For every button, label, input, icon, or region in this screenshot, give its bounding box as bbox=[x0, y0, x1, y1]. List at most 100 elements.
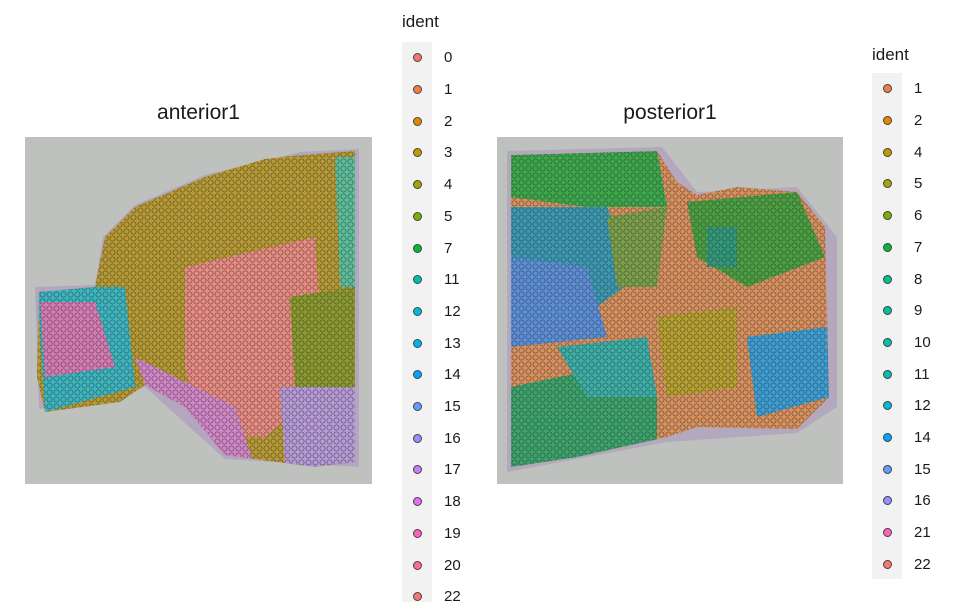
anterior-legend-swatch bbox=[413, 180, 422, 190]
posterior-legend-item: 2 bbox=[872, 105, 952, 137]
posterior-legend-label: 7 bbox=[914, 238, 923, 256]
anterior-legend-item: 17 bbox=[402, 454, 482, 486]
posterior-legend-item: 6 bbox=[872, 200, 952, 232]
anterior-legend-swatch bbox=[413, 306, 422, 316]
anterior-legend-swatch bbox=[413, 275, 422, 285]
anterior-legend-item: 15 bbox=[402, 391, 482, 423]
anterior-legend-label: 3 bbox=[444, 144, 453, 162]
anterior-legend-label: 12 bbox=[444, 302, 461, 320]
anterior-legend-item: 12 bbox=[402, 296, 482, 328]
posterior-legend-label: 4 bbox=[914, 143, 923, 161]
anterior-legend-label: 16 bbox=[444, 429, 461, 447]
posterior-legend-swatch bbox=[883, 433, 892, 443]
posterior-legend-title: ident bbox=[872, 45, 909, 64]
posterior-legend-label: 14 bbox=[914, 429, 931, 447]
anterior-legend-label: 1 bbox=[444, 81, 453, 99]
posterior-legend-swatch bbox=[883, 401, 892, 411]
posterior-legend-label: 1 bbox=[914, 80, 923, 98]
anterior-legend-label: 18 bbox=[444, 493, 461, 511]
anterior-legend-label: 22 bbox=[444, 588, 461, 606]
posterior-legend-label: 15 bbox=[914, 460, 931, 478]
posterior-legend-label: 11 bbox=[914, 365, 930, 383]
posterior-legend-label: 6 bbox=[914, 207, 923, 225]
posterior-legend-item: 12 bbox=[872, 390, 952, 422]
anterior-legend-item: 22 bbox=[402, 581, 482, 613]
anterior-legend-item: 19 bbox=[402, 518, 482, 550]
posterior-legend-swatch bbox=[883, 496, 892, 506]
anterior-legend-item: 5 bbox=[402, 201, 482, 233]
anterior-legend-label: 11 bbox=[444, 271, 460, 289]
posterior-legend-item: 8 bbox=[872, 263, 952, 295]
posterior-legend-swatch bbox=[883, 84, 892, 94]
posterior-legend-item: 21 bbox=[872, 517, 952, 549]
posterior-legend-label: 16 bbox=[914, 492, 931, 510]
posterior-legend-swatch bbox=[883, 179, 892, 189]
posterior-legend-swatch bbox=[883, 147, 892, 157]
anterior-legend-label: 15 bbox=[444, 398, 461, 416]
anterior-legend-swatch bbox=[413, 528, 422, 538]
anterior-legend-item: 18 bbox=[402, 486, 482, 518]
posterior-legend-item: 9 bbox=[872, 295, 952, 327]
anterior-legend-swatch bbox=[413, 370, 422, 380]
anterior-legend-label: 14 bbox=[444, 366, 461, 384]
posterior-spot-clusters bbox=[511, 151, 829, 467]
anterior-legend-item: 16 bbox=[402, 422, 482, 454]
posterior-legend-item: 1 bbox=[872, 73, 952, 105]
anterior-legend-swatch bbox=[413, 148, 422, 158]
posterior-legend-swatch bbox=[883, 211, 892, 221]
posterior-legend-swatch bbox=[883, 464, 892, 474]
anterior-legend-keys: 0 1 2 3 4 5 7 11 12 13 14 15 16 17 18 19 20 22 bbox=[402, 42, 461, 605]
anterior-legend-item: 3 bbox=[402, 137, 482, 169]
posterior-legend-label: 10 bbox=[914, 333, 931, 351]
posterior-legend-item: 7 bbox=[872, 232, 952, 264]
anterior-legend-swatch bbox=[413, 338, 422, 348]
anterior-panel-title: anterior1 bbox=[157, 101, 240, 124]
posterior-legend-label: 9 bbox=[914, 302, 923, 320]
posterior-legend-swatch bbox=[883, 559, 892, 569]
anterior-legend-item: 13 bbox=[402, 327, 482, 359]
anterior-legend-label: 13 bbox=[444, 334, 461, 352]
anterior-legend-item: 4 bbox=[402, 169, 482, 201]
anterior-legend-item: 2 bbox=[402, 105, 482, 137]
posterior-legend-swatch bbox=[883, 116, 892, 126]
posterior-legend-label: 12 bbox=[914, 397, 931, 415]
posterior-legend-label: 5 bbox=[914, 175, 923, 193]
posterior-legend-item: 11 bbox=[872, 358, 952, 390]
anterior-legend-swatch bbox=[413, 243, 422, 253]
posterior-legend-swatch bbox=[883, 242, 892, 252]
posterior-panel-title: posterior1 bbox=[623, 101, 717, 124]
posterior-legend-item: 22 bbox=[872, 549, 952, 581]
posterior-tissue-plot bbox=[497, 137, 843, 484]
anterior-tissue-plot bbox=[25, 137, 372, 484]
anterior-legend-title: ident bbox=[402, 12, 439, 31]
anterior-legend-label: 7 bbox=[444, 239, 453, 257]
posterior-legend-item: 15 bbox=[872, 453, 952, 485]
anterior-legend-swatch bbox=[413, 433, 422, 443]
posterior-legend-label: 21 bbox=[914, 524, 931, 542]
posterior-legend-item: 5 bbox=[872, 168, 952, 200]
posterior-legend-keys: 1 2 4 5 6 7 8 9 10 11 12 14 15 16 21 22 bbox=[872, 73, 931, 579]
posterior-legend-swatch bbox=[883, 306, 892, 316]
anterior-legend-item: 7 bbox=[402, 232, 482, 264]
anterior-legend-swatch bbox=[413, 402, 422, 412]
posterior-legend-label: 8 bbox=[914, 270, 923, 288]
anterior-legend-swatch bbox=[413, 497, 422, 507]
anterior-legend-label: 2 bbox=[444, 112, 453, 130]
posterior-legend-item: 16 bbox=[872, 485, 952, 517]
anterior-legend-item: 1 bbox=[402, 74, 482, 106]
anterior-legend-item: 20 bbox=[402, 549, 482, 581]
anterior-legend-swatch bbox=[413, 211, 422, 221]
posterior-legend-item: 10 bbox=[872, 327, 952, 359]
posterior-legend-item: 14 bbox=[872, 422, 952, 454]
anterior-legend-label: 19 bbox=[444, 524, 461, 542]
anterior-legend-swatch bbox=[413, 85, 422, 95]
anterior-legend-item: 11 bbox=[402, 264, 482, 296]
posterior-legend-swatch bbox=[883, 337, 892, 347]
anterior-legend-label: 17 bbox=[444, 461, 461, 479]
anterior-legend-label: 5 bbox=[444, 207, 453, 225]
posterior-legend-label: 2 bbox=[914, 112, 923, 130]
anterior-legend-item: 14 bbox=[402, 359, 482, 391]
posterior-legend-label: 22 bbox=[914, 555, 931, 573]
anterior-legend-swatch bbox=[413, 465, 422, 475]
posterior-legend-swatch bbox=[883, 528, 892, 538]
